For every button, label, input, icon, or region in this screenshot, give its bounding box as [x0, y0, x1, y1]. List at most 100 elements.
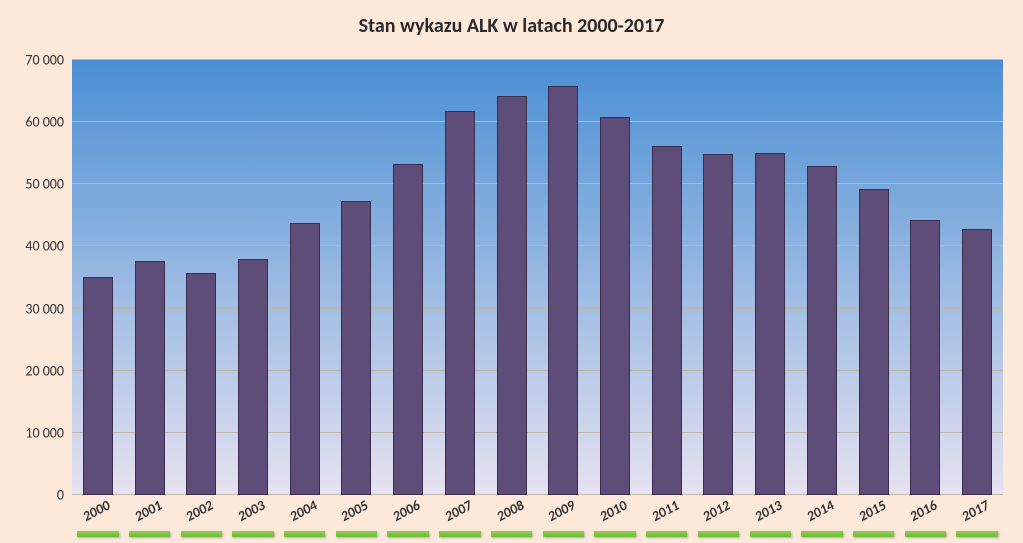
bar	[290, 223, 320, 495]
x-tick-label: 2006	[390, 497, 423, 525]
x-tick-slot: 2011	[641, 501, 693, 537]
x-tick-slot: 2017	[951, 501, 1003, 537]
bar-slot	[589, 60, 641, 495]
bar-slot	[486, 60, 538, 495]
bar	[807, 166, 837, 495]
x-tick-label: 2002	[183, 497, 216, 525]
bar	[703, 154, 733, 495]
x-tick-underline	[439, 531, 480, 537]
x-tick-label: 2010	[597, 497, 630, 525]
x-axis: 2000200120022003200420052006200720082009…	[72, 501, 1003, 537]
x-tick-label: 2013	[752, 497, 785, 525]
x-tick-underline	[646, 531, 687, 537]
bar-slot	[279, 60, 331, 495]
x-tick-label: 2016	[907, 497, 940, 525]
x-tick-underline	[956, 531, 997, 537]
y-tick-label: 60 000	[25, 114, 64, 131]
bars-group	[72, 60, 1003, 495]
bar	[652, 146, 682, 495]
x-tick-slot: 2001	[124, 501, 176, 537]
x-tick-slot: 2010	[589, 501, 641, 537]
bar-slot	[796, 60, 848, 495]
chart-container: Stan wykazu ALK w latach 2000-2017 010 0…	[0, 0, 1023, 543]
bar	[135, 261, 165, 495]
x-tick-underline	[801, 531, 842, 537]
bar	[238, 259, 268, 495]
x-tick-slot: 2009	[537, 501, 589, 537]
x-tick-underline	[750, 531, 791, 537]
x-tick-underline	[491, 531, 532, 537]
bar	[910, 220, 940, 495]
x-tick-underline	[905, 531, 946, 537]
x-tick-label: 2014	[804, 497, 837, 525]
bar	[445, 111, 475, 495]
x-tick-underline	[698, 531, 739, 537]
plot-area: 010 00020 00030 00040 00050 00060 00070 …	[72, 60, 1003, 495]
y-tick-label: 30 000	[25, 300, 64, 317]
x-tick-underline	[387, 531, 428, 537]
x-tick-slot: 2005	[331, 501, 383, 537]
bar	[859, 189, 889, 495]
bar-slot	[382, 60, 434, 495]
bar	[83, 277, 113, 495]
x-tick-slot: 2012	[693, 501, 745, 537]
x-tick-label: 2015	[855, 497, 888, 525]
y-tick-label: 70 000	[25, 52, 64, 69]
x-tick-underline	[853, 531, 894, 537]
x-tick-slot: 2004	[279, 501, 331, 537]
bar	[186, 273, 216, 495]
x-tick-label: 2004	[287, 497, 320, 525]
y-tick-label: 10 000	[25, 424, 64, 441]
bar-slot	[744, 60, 796, 495]
x-tick-underline	[181, 531, 222, 537]
bar-slot	[537, 60, 589, 495]
x-tick-underline	[232, 531, 273, 537]
x-tick-label: 2009	[545, 497, 578, 525]
bar	[341, 201, 371, 495]
y-tick-label: 0	[57, 487, 64, 504]
x-tick-slot: 2007	[434, 501, 486, 537]
bar	[600, 117, 630, 495]
x-tick-label: 2008	[493, 497, 526, 525]
x-tick-label: 2000	[80, 497, 113, 525]
bar	[393, 164, 423, 495]
bar-slot	[641, 60, 693, 495]
bar-slot	[900, 60, 952, 495]
bar-slot	[72, 60, 124, 495]
x-tick-label: 2005	[338, 497, 371, 525]
x-tick-slot: 2008	[486, 501, 538, 537]
x-tick-label: 2007	[442, 497, 475, 525]
bar	[497, 96, 527, 495]
bar	[548, 86, 578, 495]
y-tick-label: 40 000	[25, 238, 64, 255]
x-tick-underline	[284, 531, 325, 537]
x-tick-underline	[336, 531, 377, 537]
x-tick-slot: 2002	[175, 501, 227, 537]
x-tick-slot: 2013	[744, 501, 796, 537]
x-tick-slot: 2006	[382, 501, 434, 537]
x-tick-slot: 2003	[227, 501, 279, 537]
x-tick-slot: 2000	[72, 501, 124, 537]
bar	[962, 229, 992, 495]
bar-slot	[124, 60, 176, 495]
x-tick-label: 2017	[959, 497, 992, 525]
x-tick-label: 2001	[131, 497, 164, 525]
bar-slot	[848, 60, 900, 495]
bar	[755, 153, 785, 495]
x-tick-label: 2003	[235, 497, 268, 525]
bar-slot	[331, 60, 383, 495]
y-tick-label: 20 000	[25, 362, 64, 379]
bar-slot	[175, 60, 227, 495]
chart-title: Stan wykazu ALK w latach 2000-2017	[0, 0, 1023, 48]
x-tick-underline	[543, 531, 584, 537]
bar-slot	[227, 60, 279, 495]
x-tick-underline	[77, 531, 118, 537]
x-tick-underline	[594, 531, 635, 537]
bar-slot	[434, 60, 486, 495]
bar-slot	[951, 60, 1003, 495]
x-tick-label: 2012	[700, 497, 733, 525]
x-tick-underline	[129, 531, 170, 537]
x-tick-slot: 2016	[900, 501, 952, 537]
bar-slot	[693, 60, 745, 495]
y-tick-label: 50 000	[25, 176, 64, 193]
